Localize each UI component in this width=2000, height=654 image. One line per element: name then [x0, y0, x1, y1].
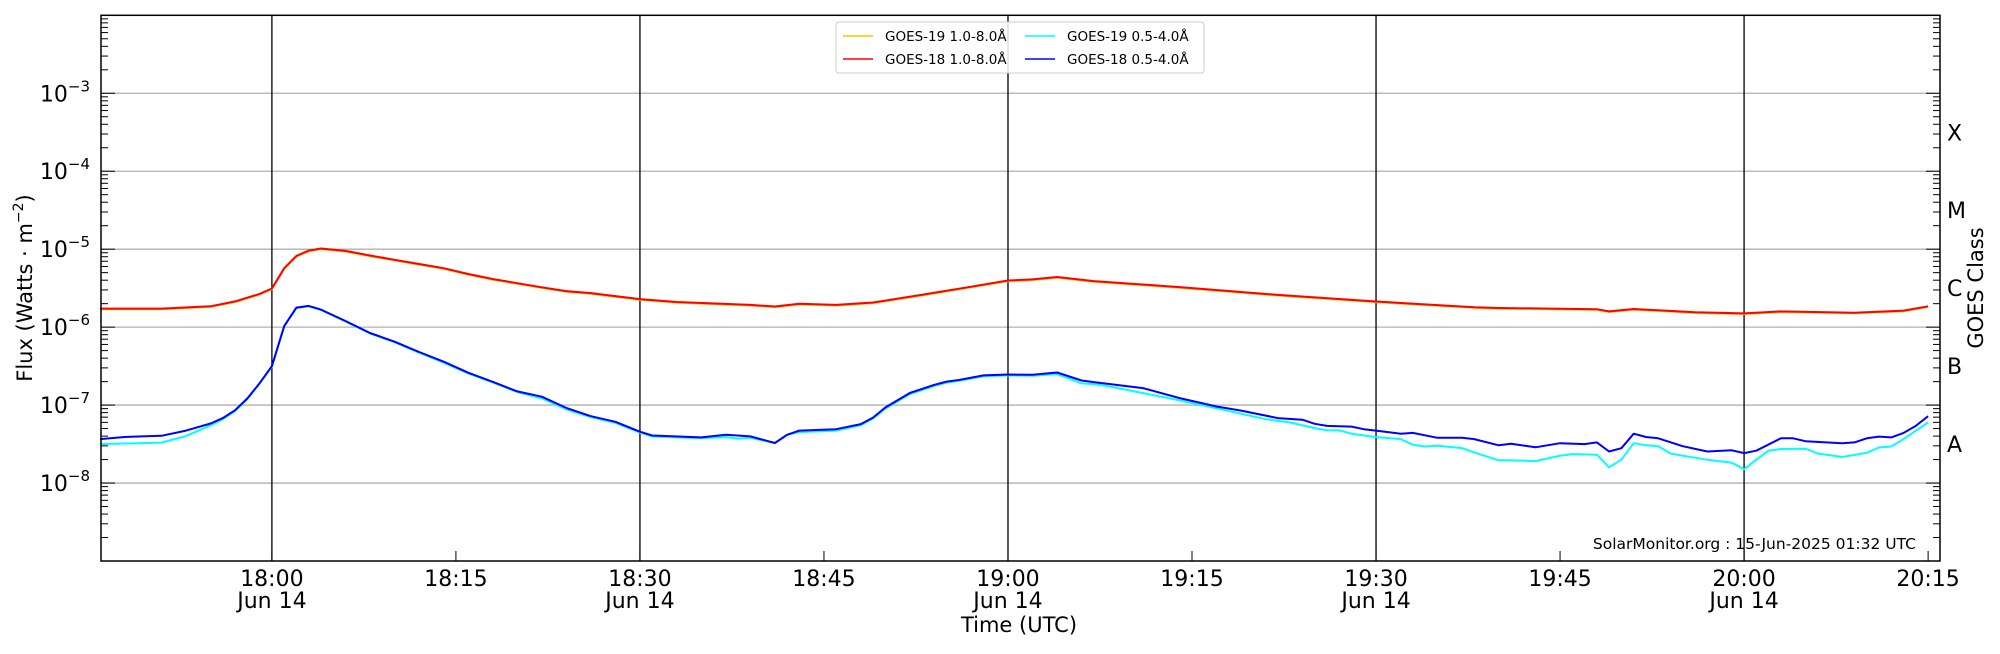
series-line-goes-19-1-0-8-0- — [100, 248, 1929, 315]
legend-label: GOES-18 0.5-4.0Å — [1067, 51, 1189, 68]
x-axis-label: Time (UTC) — [960, 613, 1077, 637]
goes-class-label: M — [1947, 199, 1966, 224]
y2-axis-label: GOES Class — [1964, 227, 1988, 348]
x-tick-label: 20:00 — [1712, 567, 1775, 592]
x-tick-date-label: Jun 14 — [235, 589, 306, 614]
axis-ticks — [101, 18, 1940, 561]
y-tick-label: 10−6 — [40, 311, 90, 341]
series-line-goes-18-1-0-8-0- — [100, 247, 1929, 315]
goes-class-label: X — [1947, 121, 1962, 146]
x-tick-label: 19:45 — [1528, 567, 1591, 592]
y-tick-label: 10−3 — [40, 77, 90, 107]
x-tick-label: 19:15 — [1160, 567, 1223, 592]
y-axis-label: Flux (Watts · m−2) — [11, 194, 37, 382]
legend-label: GOES-18 1.0-8.0Å — [885, 51, 1007, 68]
axes-frame — [100, 14, 1941, 562]
y-tick-label: 10−5 — [40, 233, 90, 263]
x-tick-date-label: Jun 14 — [1339, 589, 1410, 614]
plot-area — [100, 247, 1929, 471]
y-tick-labels: 10−3 10−4 10−5 10−6 10−7 10−8 — [40, 77, 90, 497]
series-line-goes-19-0-5-4-0- — [100, 305, 1929, 471]
legend: GOES-19 1.0-8.0Å GOES-18 1.0-8.0Å GOES-19 … — [835, 21, 1205, 74]
x-tick-label: 18:00 — [240, 567, 303, 592]
gridlines — [101, 92, 1940, 484]
legend-box — [835, 21, 1205, 74]
x-tick-label: 20:15 — [1896, 567, 1959, 592]
y-tick-label: 10−7 — [40, 389, 90, 419]
x-tick-label: 18:30 — [608, 567, 671, 592]
goes-class-labels: X M C B A — [1947, 121, 1966, 458]
x-tick-date-label: Jun 14 — [603, 589, 674, 614]
x-tick-label: 19:00 — [976, 567, 1039, 592]
legend-label: GOES-19 0.5-4.0Å — [1067, 28, 1189, 45]
x-tick-label: 19:30 — [1344, 567, 1407, 592]
goes-class-label: A — [1947, 433, 1962, 458]
goes-class-label: C — [1947, 277, 1962, 302]
x-tick-date-label: Jun 14 — [971, 589, 1042, 614]
y-tick-label: 10−4 — [40, 155, 90, 185]
x-tick-label: 18:45 — [792, 567, 855, 592]
x-tick-label: 18:15 — [424, 567, 487, 592]
watermark: SolarMonitor.org : 15-Jun-2025 01:32 UTC — [1593, 535, 1916, 553]
legend-label: GOES-19 1.0-8.0Å — [885, 28, 1007, 45]
goes-class-label: B — [1947, 355, 1962, 380]
series-line-goes-18-0-5-4-0- — [100, 304, 1929, 455]
x-tick-date-label: Jun 14 — [1707, 589, 1778, 614]
y-tick-label: 10−8 — [40, 467, 90, 497]
day-markers — [271, 15, 1745, 561]
